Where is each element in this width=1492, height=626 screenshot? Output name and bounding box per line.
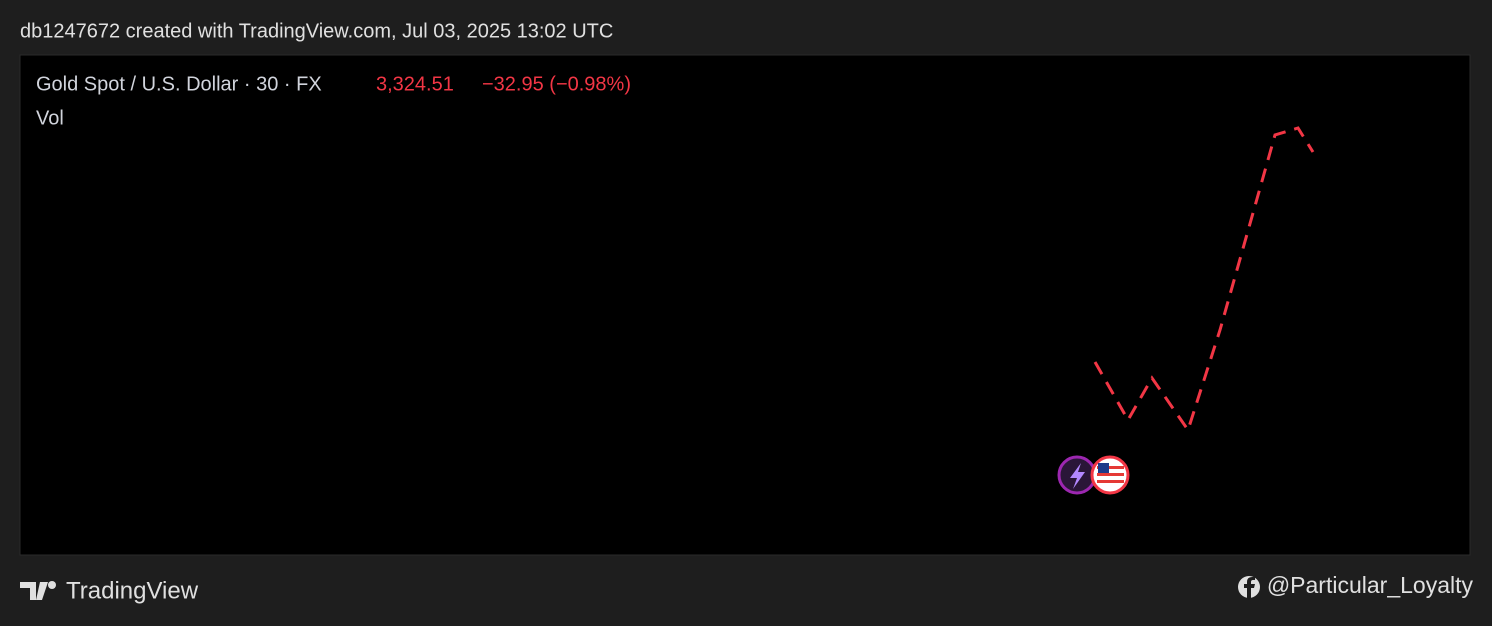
flag-canton [1098,463,1109,473]
credit: @Particular_Loyalty [1267,572,1474,598]
tv-logo [20,582,48,600]
header: db1247672 created with TradingView.com, … [20,20,613,42]
event-icons [1057,455,1130,495]
symbol-title: Gold Spot / U.S. Dollar · 30 · FX [36,73,322,95]
last-price: 3,324.51 [376,73,454,95]
price-change: −32.95 (−0.98%) [482,73,631,95]
flag-stripe [1097,466,1124,469]
volume-title: Vol [36,107,64,129]
projection-path [1093,126,1315,434]
legend: Gold Spot / U.S. Dollar · 30 · FX 3,324.… [36,73,631,129]
flag-stripe [1097,480,1124,483]
chart-panel [19,54,1471,556]
facebook-f [1244,577,1255,598]
lightning [1070,463,1085,489]
tv-logo-dot [48,581,56,589]
footer: TradingView @Particular_Loyalty [20,572,1473,604]
brand: TradingView [66,577,199,604]
flag-stripe [1097,473,1124,476]
